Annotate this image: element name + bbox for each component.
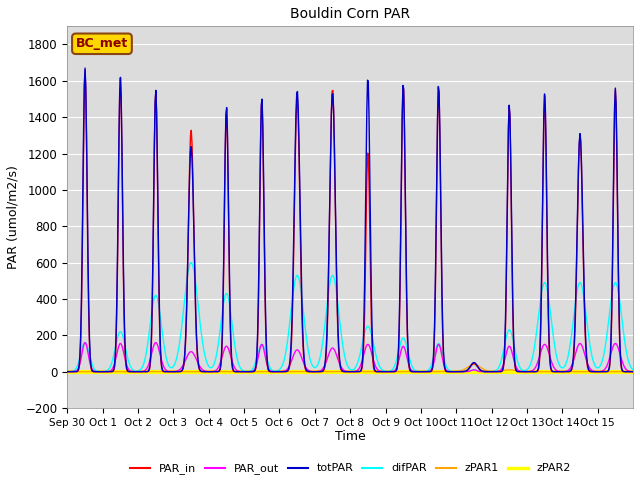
Y-axis label: PAR (umol/m2/s): PAR (umol/m2/s) xyxy=(7,165,20,269)
zPAR2 xyxy=(262,369,269,374)
PAR_in xyxy=(131,369,138,374)
totPAR xyxy=(441,366,449,372)
totPAR xyxy=(629,369,637,374)
PAR_out xyxy=(81,340,89,346)
difPAR xyxy=(629,367,637,372)
Line: PAR_out: PAR_out xyxy=(67,343,633,372)
PAR_in xyxy=(441,367,449,372)
PAR_in xyxy=(63,369,71,374)
Legend: PAR_in, PAR_out, totPAR, difPAR, zPAR1, zPAR2: PAR_in, PAR_out, totPAR, difPAR, zPAR1, … xyxy=(125,459,575,479)
totPAR xyxy=(235,369,243,374)
PAR_out xyxy=(410,368,417,374)
X-axis label: Time: Time xyxy=(335,431,365,444)
zPAR2 xyxy=(284,369,291,374)
PAR_in xyxy=(81,67,89,73)
zPAR1 xyxy=(440,369,448,374)
difPAR xyxy=(455,369,463,374)
PAR_out xyxy=(441,365,449,371)
difPAR xyxy=(410,366,417,372)
totPAR xyxy=(63,369,71,374)
zPAR1 xyxy=(284,369,291,374)
Title: Bouldin Corn PAR: Bouldin Corn PAR xyxy=(290,7,410,21)
zPAR1 xyxy=(234,369,241,374)
PAR_out xyxy=(131,369,138,374)
PAR_out xyxy=(284,365,292,371)
totPAR xyxy=(131,369,138,374)
PAR_out xyxy=(235,368,243,374)
difPAR xyxy=(188,260,195,265)
zPAR1 xyxy=(629,369,637,374)
PAR_out xyxy=(262,360,270,365)
PAR_in xyxy=(284,368,292,374)
PAR_out xyxy=(454,369,462,374)
PAR_out xyxy=(63,369,71,374)
difPAR xyxy=(130,368,138,373)
difPAR xyxy=(63,369,71,374)
zPAR1 xyxy=(130,369,138,374)
Text: BC_met: BC_met xyxy=(76,37,128,50)
difPAR xyxy=(284,336,292,341)
zPAR2 xyxy=(234,369,241,374)
Line: zPAR1: zPAR1 xyxy=(67,364,633,372)
Line: PAR_in: PAR_in xyxy=(67,70,633,372)
difPAR xyxy=(235,360,243,366)
PAR_in xyxy=(235,369,243,374)
PAR_in xyxy=(629,369,637,374)
difPAR xyxy=(441,360,449,365)
zPAR1 xyxy=(470,361,477,367)
totPAR xyxy=(81,65,89,71)
zPAR2 xyxy=(440,369,448,374)
Line: totPAR: totPAR xyxy=(67,68,633,372)
PAR_in xyxy=(410,369,417,374)
zPAR1 xyxy=(262,369,269,374)
difPAR xyxy=(262,354,270,360)
totPAR xyxy=(284,368,292,373)
zPAR2 xyxy=(409,369,417,374)
totPAR xyxy=(410,369,417,374)
zPAR1 xyxy=(63,369,71,374)
Line: difPAR: difPAR xyxy=(67,263,633,372)
zPAR2 xyxy=(63,369,71,374)
PAR_out xyxy=(629,369,637,374)
PAR_in xyxy=(262,350,270,356)
totPAR xyxy=(262,345,270,350)
zPAR1 xyxy=(409,369,417,374)
zPAR2 xyxy=(629,369,637,374)
zPAR2 xyxy=(130,369,138,374)
